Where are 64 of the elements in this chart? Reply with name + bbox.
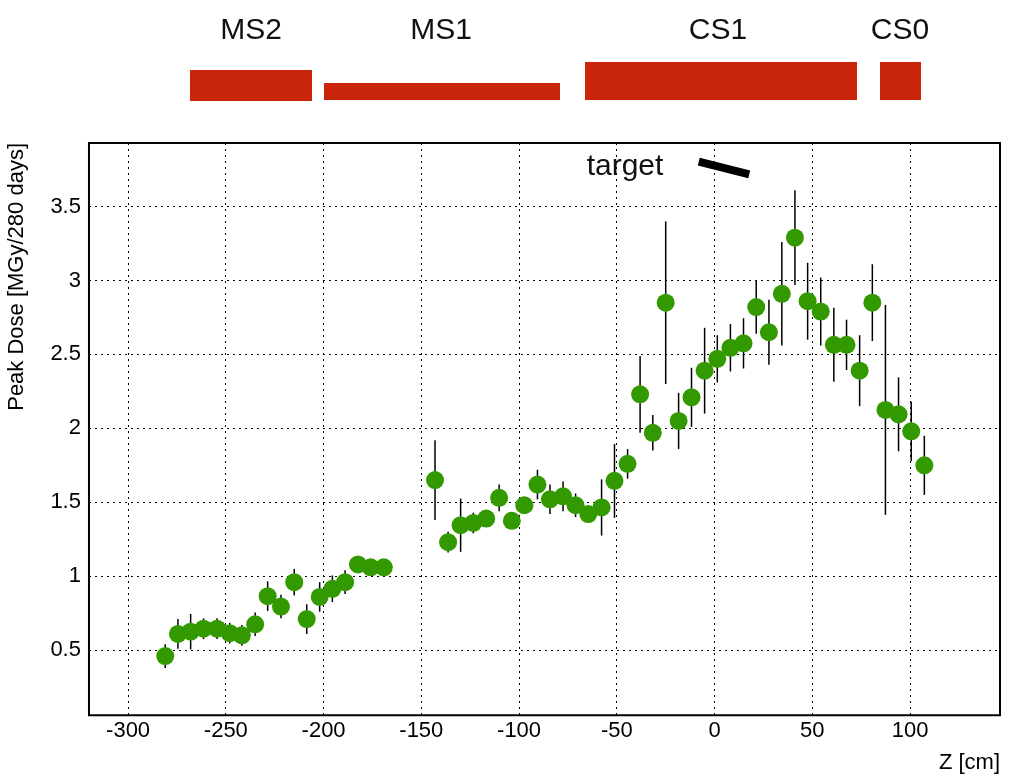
x-tick-label: 100 [891,717,929,743]
text: MS1 [410,12,472,46]
y-tick-label: 2 [68,414,81,440]
point [310,587,329,606]
x-axis-title: Z [cm] [938,748,1000,774]
x-tick-label: -200 [301,717,346,743]
point [915,456,934,475]
point [502,511,521,530]
point [426,471,445,490]
point [592,498,611,517]
point [490,488,509,507]
point [618,454,637,473]
point [246,615,265,634]
point [811,302,830,321]
point [785,228,804,247]
point [708,349,727,368]
point [656,293,675,312]
point [695,361,714,380]
point [889,405,908,424]
annotation: target [586,148,664,182]
text: CS0 [870,12,930,46]
point [682,388,701,407]
x-tick-label: -50 [600,717,633,743]
y-tick-label: 1.5 [50,488,81,514]
point [297,610,316,629]
x-tick-label: -150 [399,717,444,743]
y-tick-label: 3.5 [50,192,81,218]
text: CS1 [688,12,748,46]
y-tick-label: 3 [68,266,81,292]
point [850,361,869,380]
y-tick-label: 2.5 [50,340,81,366]
point [669,411,688,430]
point [271,597,290,616]
point [554,487,573,506]
point [631,385,650,404]
point [605,471,624,490]
point [156,647,175,666]
point [902,422,921,441]
y-axis-title: Peak Dose [MGy/280 days] [3,143,29,411]
point [515,496,534,515]
point [439,533,458,552]
point [798,292,817,311]
point [643,423,662,442]
point [772,284,791,303]
y-tick-label: 1 [68,562,81,588]
point [566,496,585,515]
point [734,334,753,353]
x-tick-label: -300 [106,717,151,743]
point [747,298,766,317]
x-tick-label: 50 [800,717,825,743]
point [863,293,882,312]
point [528,475,547,494]
point [336,573,355,592]
text: MS2 [220,12,282,46]
y-tick-label: 0.5 [50,636,81,662]
x-tick-label: 0 [708,717,721,743]
point [759,323,778,342]
point [477,509,496,528]
point [232,626,251,645]
x-tick-label: -250 [203,717,248,743]
point [285,573,304,592]
x-tick-label: -100 [497,717,542,743]
point [579,505,598,524]
point [258,587,277,606]
